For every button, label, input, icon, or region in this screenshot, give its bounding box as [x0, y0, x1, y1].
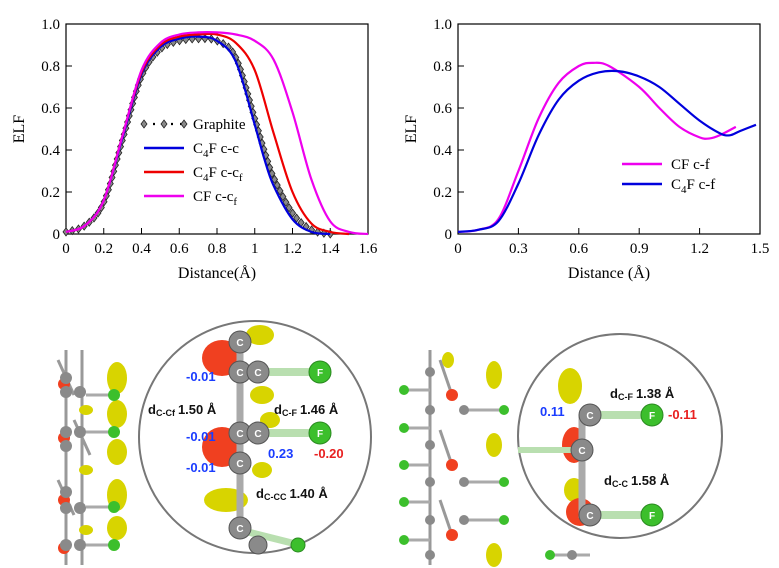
data-point [279, 191, 287, 202]
structure-right-lattice [399, 350, 590, 567]
data-point [276, 186, 284, 196]
chart-left-legend: Graphite C4F c-c C4F c-cf CF c-cf [140, 117, 246, 208]
data-point [273, 180, 281, 190]
atom-carbon-label: C [578, 446, 585, 457]
x-tick-label: 1.5 [751, 241, 770, 257]
chart-left-elf-cc: 0 0.2 0.4 0.6 0.8 1 1.2 1.4 1.600.20.40.60.81.0 … [11, 17, 378, 282]
charge-label: -0.01 [186, 429, 216, 444]
legend-label-cf-c-cf: CF c-cf [193, 189, 237, 208]
chart-right-xlabel: Distance (Å) [568, 264, 650, 282]
bond-length-c-f: dC-F 1.38 Å [610, 386, 675, 402]
y-tick-label: 0.6 [433, 101, 452, 117]
x-tick-label: 0.4 [132, 241, 151, 257]
atom-fluorine-label: F [317, 368, 323, 379]
legend-label-c4f-c-cf: C4F c-cf [193, 165, 243, 184]
x-tick-label: 1.4 [321, 241, 340, 257]
atom-carbon-label: C [236, 338, 243, 349]
legend-marker [180, 119, 188, 129]
charge-label: 0.11 [540, 404, 565, 419]
y-tick-label: 0.4 [433, 143, 452, 159]
data-point [201, 33, 209, 44]
x-tick-label: 0.9 [630, 241, 649, 257]
series-c4f-c-f [457, 69, 757, 233]
x-tick-label: 1.2 [283, 241, 302, 257]
data-point [271, 174, 279, 184]
atom-fluorine-label: F [649, 411, 655, 422]
atom-carbon-label: C [236, 459, 243, 470]
x-tick-label: 0.6 [170, 241, 189, 257]
chart-right-elf-cf: 0 0.3 0.6 0.9 1.2 1.5 0 0.2 0.4 0.6 0.8 1.0 Distanc… [403, 17, 769, 282]
y-tick-label: 0 [445, 227, 453, 243]
y-tick-label: 0.6 [41, 101, 60, 117]
legend-label-c4f-c-f: C4F c-f [671, 177, 715, 196]
atom-fluorine-label: F [317, 429, 323, 440]
charge-label: -0.11 [668, 407, 697, 422]
x-tick-label: 0 [454, 241, 462, 257]
structure-right-zoom-circle [517, 333, 723, 539]
chart-right-legend: CF c-f C4F c-f [622, 157, 715, 196]
x-tick-label: 1.2 [690, 241, 709, 257]
legend-marker [160, 119, 168, 129]
legend-label-cf-c-f: CF c-f [671, 157, 710, 173]
legend-label-c4f-c-c: C4F c-c [193, 141, 239, 160]
structure-left-c4f: C C C C C C C F F -0.01 -0.01 -0.01 0.23… [56, 320, 372, 565]
atom-carbon-label: C [586, 511, 593, 522]
y-tick-label: 0.2 [433, 185, 452, 201]
y-tick-label: 0.2 [41, 185, 60, 201]
legend-marker [140, 119, 148, 129]
chart-right-ticks: 0 0.3 0.6 0.9 1.2 1.5 0 0.2 0.4 0.6 0.8 1.0 [433, 17, 769, 257]
y-tick-label: 0.8 [433, 59, 452, 75]
legend-label-graphite: Graphite [193, 117, 246, 133]
x-tick-label: 0.3 [509, 241, 528, 257]
data-point [285, 203, 293, 213]
chart-left-ylabel: ELF [11, 115, 28, 144]
data-point [268, 168, 276, 179]
y-tick-label: 1.0 [433, 17, 452, 33]
data-point [308, 225, 316, 235]
chart-right-ylabel: ELF [403, 115, 420, 144]
x-tick-label: 0.8 [208, 241, 227, 257]
data-point [282, 197, 290, 207]
x-tick-label: 0.6 [569, 241, 588, 257]
x-tick-label: 0 [62, 241, 70, 257]
y-tick-label: 0.8 [41, 59, 60, 75]
atom-carbon-label: C [236, 429, 243, 440]
charge-label: -0.01 [186, 460, 216, 475]
structure-left-lattice [56, 350, 127, 565]
chart-right-series [457, 61, 757, 233]
atom-carbon-label: C [254, 429, 261, 440]
series-cf-c-f [457, 61, 737, 233]
series-graphite [62, 33, 334, 239]
charge-label: -0.20 [314, 446, 344, 461]
chart-left-xlabel: Distance(Å) [178, 264, 256, 282]
structure-right-zoom-content: C C C F F 0.11 -0.11 dC-F 1.38 Å dC-C 1.58… [518, 368, 697, 527]
y-tick-label: 0 [53, 227, 61, 243]
data-point [266, 162, 274, 173]
series-cf-c-cf [65, 31, 369, 236]
atom-carbon-label: C [236, 524, 243, 535]
atom-carbon-label: C [586, 411, 593, 422]
data-point [289, 208, 297, 218]
x-tick-label: 1.6 [359, 241, 378, 257]
chart-right-frame [457, 23, 761, 235]
charge-label: -0.01 [186, 369, 216, 384]
x-tick-label: 1 [251, 241, 259, 257]
structure-left-zoom-content: C C C C C C C F F -0.01 -0.01 -0.01 0.23… [148, 325, 344, 555]
atom-carbon-label: C [254, 368, 261, 379]
chart-left-series [62, 31, 369, 239]
y-tick-label: 1.0 [41, 17, 60, 33]
atom-fluorine-label: F [649, 511, 655, 522]
structure-right-cf: C C C F F 0.11 -0.11 dC-F 1.38 Å dC-C 1.58… [399, 333, 723, 567]
atom-carbon-label: C [236, 368, 243, 379]
y-tick-label: 0.4 [41, 143, 60, 159]
x-tick-label: 0.2 [94, 241, 113, 257]
charge-label: 0.23 [268, 446, 293, 461]
